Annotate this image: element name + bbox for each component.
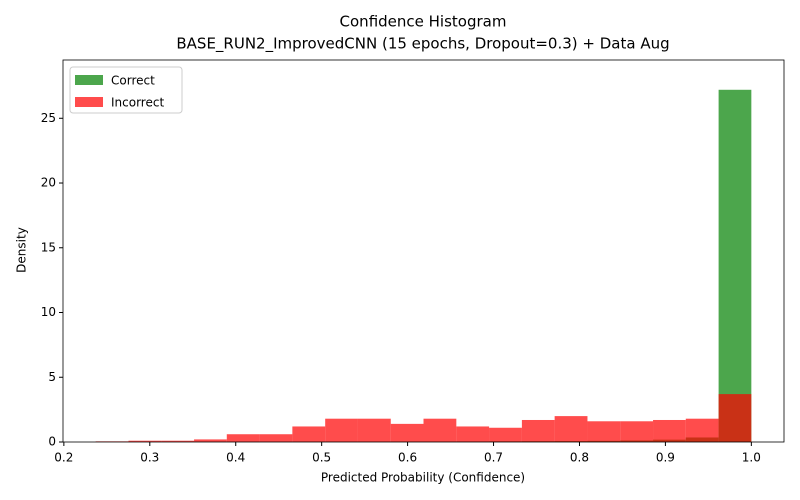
x-tick-label: 0.4 bbox=[226, 451, 245, 465]
legend-label: Correct bbox=[111, 74, 155, 88]
bar bbox=[718, 394, 752, 442]
y-axis-label: Density bbox=[15, 227, 29, 273]
bar bbox=[259, 434, 293, 442]
chart-subtitle: BASE_RUN2_ImprovedCNN (15 epochs, Dropou… bbox=[176, 35, 669, 54]
legend-label: Incorrect bbox=[111, 96, 164, 110]
x-tick-label: 0.8 bbox=[570, 451, 589, 465]
y-tick-label: 5 bbox=[48, 370, 56, 384]
x-tick-label: 0.9 bbox=[656, 451, 675, 465]
legend-swatch bbox=[75, 75, 103, 85]
x-tick-label: 0.6 bbox=[398, 451, 417, 465]
x-tick-label: 1.0 bbox=[742, 451, 761, 465]
y-tick-label: 20 bbox=[41, 176, 56, 190]
bar bbox=[325, 418, 358, 442]
y-tick-label: 10 bbox=[41, 305, 56, 319]
bar bbox=[620, 421, 654, 442]
bar bbox=[718, 89, 752, 442]
bar bbox=[423, 418, 457, 442]
bar bbox=[456, 426, 490, 442]
bar bbox=[390, 423, 424, 442]
bar bbox=[194, 439, 227, 442]
bar bbox=[685, 418, 719, 442]
bar bbox=[128, 440, 162, 442]
bar bbox=[357, 418, 391, 442]
y-tick-label: 0 bbox=[48, 435, 56, 449]
chart-title: Confidence Histogram bbox=[340, 13, 507, 31]
bar bbox=[653, 419, 686, 442]
y-tick-label: 25 bbox=[41, 111, 56, 125]
bar bbox=[161, 440, 195, 442]
x-axis-label: Predicted Probability (Confidence) bbox=[321, 471, 525, 485]
x-tick-label: 0.2 bbox=[54, 451, 73, 465]
bar bbox=[292, 426, 326, 442]
bar bbox=[489, 427, 522, 442]
bar bbox=[226, 434, 260, 442]
bar bbox=[521, 419, 555, 442]
x-tick-label: 0.7 bbox=[484, 451, 503, 465]
bar bbox=[587, 421, 621, 442]
y-tick-label: 15 bbox=[41, 240, 56, 254]
legend-swatch bbox=[75, 97, 103, 107]
plot-frame bbox=[62, 59, 785, 443]
x-tick-label: 0.3 bbox=[140, 451, 159, 465]
x-tick-label: 0.5 bbox=[312, 451, 331, 465]
bar bbox=[554, 416, 588, 442]
